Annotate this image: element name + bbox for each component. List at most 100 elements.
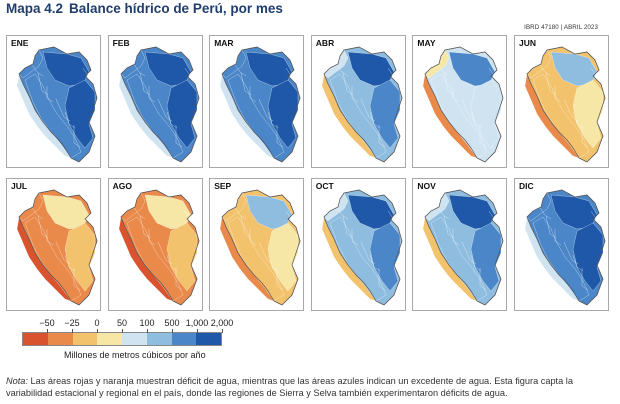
district-boundary — [82, 67, 98, 85]
district-boundary — [46, 86, 54, 103]
district-boundary — [554, 229, 562, 246]
district-boundary — [249, 229, 257, 246]
district-boundary — [37, 72, 49, 96]
month-label: AGO — [112, 181, 132, 191]
legend-swatch — [47, 333, 73, 345]
district-boundary — [166, 254, 177, 272]
region-selvaS — [572, 79, 604, 149]
peru-water-balance-map — [219, 46, 301, 163]
legend-color-bar — [22, 332, 222, 346]
month-label: MAR — [214, 38, 234, 48]
legend-swatch — [97, 333, 122, 345]
region-selvaS — [166, 222, 197, 292]
district-boundary — [581, 268, 589, 291]
district-boundary — [73, 268, 81, 291]
legend-tick-label: 0 — [94, 318, 100, 328]
district-boundary — [453, 229, 460, 246]
region-selvaS — [369, 79, 400, 149]
district-boundary — [378, 268, 385, 291]
region-sierra — [126, 73, 183, 159]
district-boundary — [231, 202, 247, 220]
region-sierra — [329, 73, 387, 159]
month-label: NOV — [417, 181, 436, 191]
month-label: DIC — [519, 181, 534, 191]
peru-border — [323, 189, 403, 306]
peru-water-balance-map — [118, 46, 199, 163]
district-boundary — [462, 241, 477, 265]
district-boundary — [590, 67, 606, 85]
district-boundary — [581, 125, 589, 148]
legend-swatch — [171, 333, 197, 345]
legend-tick-label: 2,000 — [210, 318, 234, 328]
peru-water-balance-map — [423, 189, 504, 306]
district-boundary — [536, 59, 552, 77]
region-sierra — [532, 216, 590, 302]
map-title-text: Balance hídrico de Perú, por mes — [69, 1, 283, 16]
district-boundary — [453, 86, 460, 103]
district-boundary — [554, 86, 562, 103]
district-boundary — [139, 72, 150, 96]
region-sierra — [24, 73, 82, 159]
region-selvaS — [369, 222, 400, 292]
district-boundary — [148, 86, 155, 103]
peru-water-balance-map — [524, 189, 606, 306]
footnote: Nota: Las áreas rojas y naranja muestran… — [6, 375, 616, 399]
legend-tick-mark — [172, 329, 173, 333]
district-boundary — [73, 125, 81, 148]
district-boundary — [285, 67, 301, 85]
district-boundary — [489, 67, 504, 85]
district-boundary — [545, 72, 557, 96]
region-selvaS — [166, 79, 197, 149]
peru-border — [120, 189, 199, 306]
district-boundary — [572, 254, 584, 272]
peru-border — [323, 46, 403, 163]
district-boundary — [276, 125, 284, 148]
month-label: FEB — [112, 38, 130, 48]
peru-water-balance-map — [118, 189, 199, 306]
district-boundary — [489, 210, 504, 228]
peru-border — [424, 46, 504, 163]
district-boundary — [240, 72, 252, 96]
district-boundary — [572, 111, 584, 129]
map-title: Mapa 4.2 Balance hídrico de Perú, por mes — [6, 1, 283, 16]
peru-water-balance-map — [524, 46, 606, 163]
footnote-text: Las áreas rojas y naranja muestran défic… — [6, 376, 573, 398]
month-label: OCT — [315, 181, 334, 191]
legend-swatch — [122, 333, 147, 345]
district-boundary — [37, 215, 49, 239]
map-panel-sep: SEP — [209, 178, 305, 311]
color-legend: Millones de metros cúbicos por año −50 −2… — [14, 318, 234, 370]
legend-tick-mark — [197, 329, 198, 333]
district-boundary — [240, 215, 252, 239]
legend-tick-label: 50 — [116, 318, 128, 328]
legend-tick-mark — [72, 329, 73, 333]
district-boundary — [536, 202, 552, 220]
legend-tick-label: 500 — [164, 318, 180, 328]
month-label: SEP — [214, 181, 232, 191]
district-boundary — [563, 98, 579, 122]
district-boundary — [387, 67, 402, 85]
peru-water-balance-map — [321, 46, 403, 163]
district-boundary — [480, 125, 487, 148]
map-panel-oct: OCT — [310, 178, 406, 311]
district-boundary — [545, 215, 557, 239]
district-boundary — [369, 111, 380, 129]
region-selvaS — [471, 222, 502, 292]
legend-units: Millones de metros cúbicos por año — [64, 350, 206, 360]
peru-border — [120, 46, 199, 163]
region-selvaS — [572, 222, 604, 292]
region-sierra — [329, 216, 387, 302]
legend-tick-label: −50 — [39, 318, 55, 328]
peru-border — [18, 189, 98, 306]
district-boundary — [157, 98, 172, 122]
region-sierra — [126, 216, 183, 302]
district-boundary — [435, 202, 450, 220]
district-boundary — [471, 111, 482, 129]
district-boundary — [378, 125, 385, 148]
map-reference: IBRD 47180 | ABRIL 2023 — [524, 24, 598, 31]
peru-water-balance-map — [321, 189, 403, 306]
legend-tick-mark — [47, 329, 48, 333]
district-boundary — [462, 98, 477, 122]
district-boundary — [139, 215, 150, 239]
district-boundary — [351, 229, 358, 246]
